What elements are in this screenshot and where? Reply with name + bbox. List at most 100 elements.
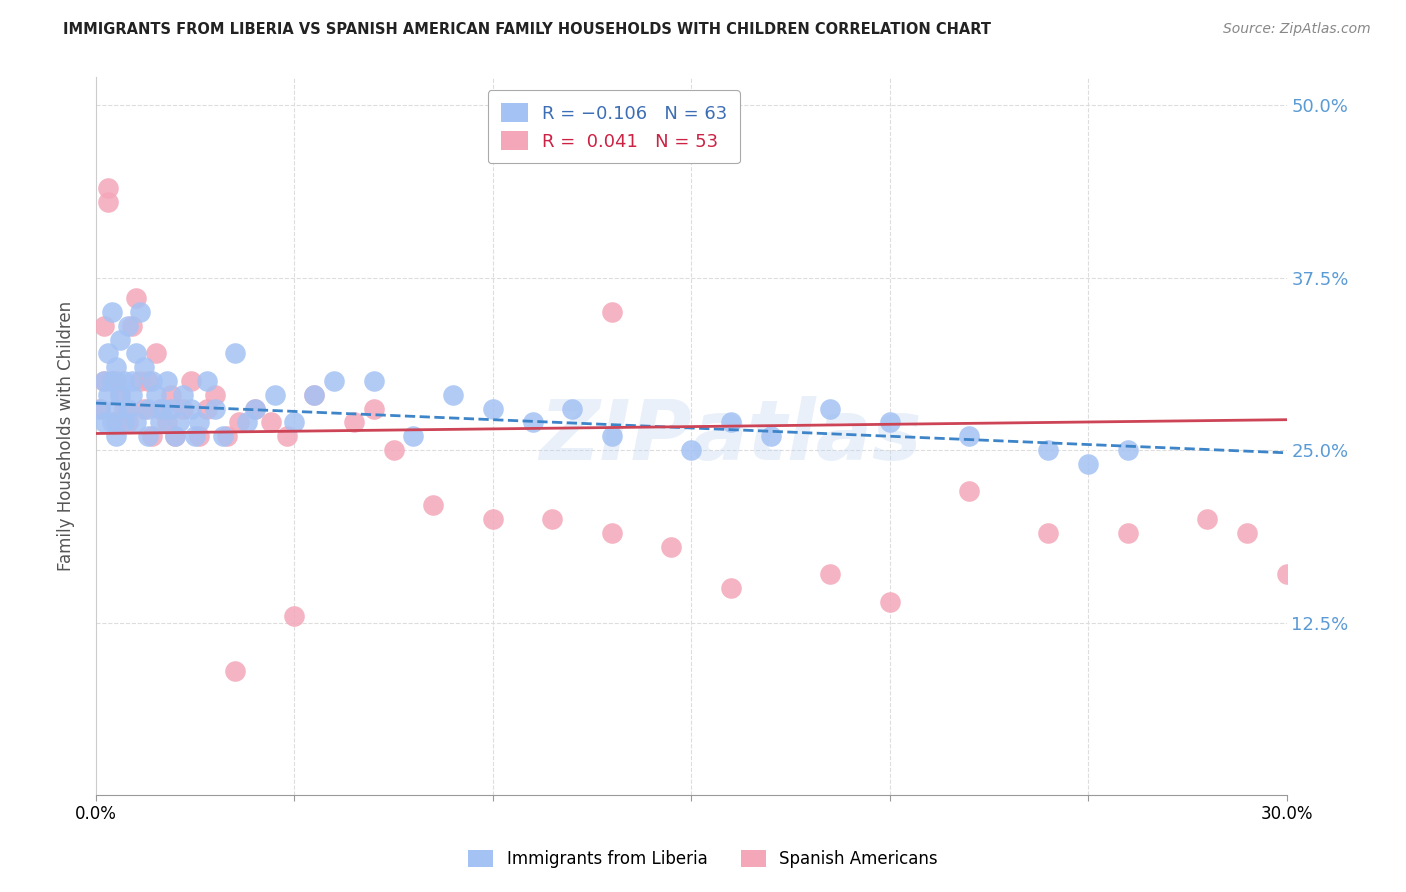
Text: atlas: atlas [692, 396, 922, 476]
Point [121, 388, 143, 402]
Point [165, 429, 187, 443]
Point [195, 374, 218, 388]
Point [101, 374, 124, 388]
Text: Source: ZipAtlas.com: Source: ZipAtlas.com [1223, 22, 1371, 37]
Point [304, 388, 326, 402]
Point [879, 595, 901, 609]
Point [89, 401, 111, 416]
Point [343, 416, 366, 430]
Point [957, 484, 980, 499]
Point [104, 374, 127, 388]
Point [148, 416, 170, 430]
Point [215, 429, 238, 443]
Point [224, 346, 246, 360]
Point [283, 608, 305, 623]
Point [148, 401, 170, 416]
Point [363, 374, 385, 388]
Point [125, 291, 148, 305]
Point [136, 429, 159, 443]
Point [363, 401, 385, 416]
Point [89, 401, 111, 416]
Point [165, 429, 187, 443]
Point [112, 401, 135, 416]
Point [1236, 525, 1258, 540]
Point [128, 305, 150, 319]
Point [1077, 457, 1099, 471]
Point [204, 388, 226, 402]
Point [1197, 512, 1219, 526]
Point [132, 401, 155, 416]
Point [136, 401, 159, 416]
Point [180, 401, 202, 416]
Point [160, 388, 183, 402]
Point [125, 346, 148, 360]
Text: IMMIGRANTS FROM LIBERIA VS SPANISH AMERICAN FAMILY HOUSEHOLDS WITH CHILDREN CORR: IMMIGRANTS FROM LIBERIA VS SPANISH AMERI… [63, 22, 991, 37]
Point [600, 525, 623, 540]
Point [323, 374, 346, 388]
Point [382, 443, 405, 458]
Point [112, 416, 135, 430]
Y-axis label: Family Households with Children: Family Households with Children [58, 301, 75, 571]
Point [283, 416, 305, 430]
Point [108, 388, 131, 402]
Point [104, 401, 127, 416]
Point [441, 388, 464, 402]
Point [236, 416, 259, 430]
Point [1038, 443, 1060, 458]
Point [97, 346, 120, 360]
Point [141, 429, 163, 443]
Point [188, 416, 211, 430]
Point [117, 416, 139, 430]
Point [93, 374, 115, 388]
Point [101, 416, 124, 430]
Point [152, 401, 174, 416]
Point [228, 416, 250, 430]
Point [132, 360, 155, 375]
Point [818, 567, 841, 582]
Point [97, 388, 120, 402]
Point [720, 581, 742, 595]
Point [125, 416, 148, 430]
Point [93, 416, 115, 430]
Point [184, 429, 207, 443]
Point [156, 416, 179, 430]
Point [482, 512, 505, 526]
Point [1275, 567, 1298, 582]
Point [108, 388, 131, 402]
Point [259, 416, 281, 430]
Point [276, 429, 298, 443]
Point [1038, 525, 1060, 540]
Point [145, 346, 167, 360]
Point [188, 429, 211, 443]
Point [879, 416, 901, 430]
Point [720, 416, 742, 430]
Point [243, 401, 266, 416]
Point [600, 429, 623, 443]
Point [101, 374, 124, 388]
Point [136, 374, 159, 388]
Point [204, 401, 226, 416]
Point [600, 305, 623, 319]
Point [243, 401, 266, 416]
Text: ZIP: ZIP [538, 396, 692, 476]
Point [145, 388, 167, 402]
Point [172, 388, 194, 402]
Point [156, 374, 179, 388]
Point [522, 416, 544, 430]
Point [263, 388, 285, 402]
Point [117, 401, 139, 416]
Point [482, 401, 505, 416]
Point [121, 374, 143, 388]
Point [681, 443, 703, 458]
Point [957, 429, 980, 443]
Point [160, 401, 183, 416]
Point [212, 429, 235, 443]
Point [141, 374, 163, 388]
Point [104, 429, 127, 443]
Point [1116, 443, 1139, 458]
Point [661, 540, 683, 554]
Point [818, 401, 841, 416]
Legend: R = −0.106   N = 63, R =  0.041   N = 53: R = −0.106 N = 63, R = 0.041 N = 53 [488, 90, 740, 163]
Point [304, 388, 326, 402]
Point [121, 318, 143, 333]
